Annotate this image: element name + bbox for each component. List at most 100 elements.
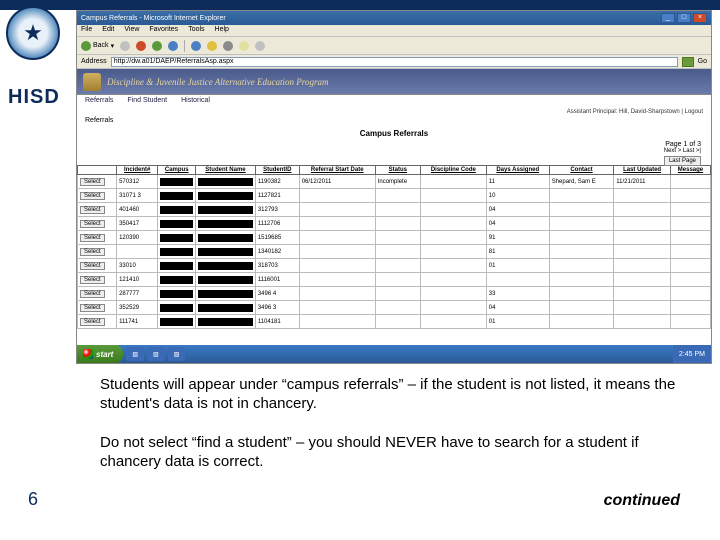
cell	[158, 301, 196, 315]
col-header[interactable]: Discipline Code	[420, 166, 486, 175]
cell	[670, 245, 710, 259]
select-button[interactable]: Select	[80, 318, 105, 326]
cell	[420, 287, 486, 301]
col-header[interactable]: Incident#	[117, 166, 158, 175]
instruction-text-1: Students will appear under “campus refer…	[100, 376, 690, 414]
cell	[549, 231, 614, 245]
mail-button[interactable]	[239, 41, 249, 51]
select-button[interactable]: Select	[80, 178, 105, 186]
select-button[interactable]: Select	[80, 290, 105, 298]
cell	[420, 217, 486, 231]
select-button[interactable]: Select	[80, 206, 105, 214]
select-button[interactable]: Select	[80, 304, 105, 312]
menu-view[interactable]: View	[124, 26, 139, 35]
menu-edit[interactable]: Edit	[102, 26, 114, 35]
cell	[670, 203, 710, 217]
cell	[670, 217, 710, 231]
cell: 1340182	[255, 245, 299, 259]
cell	[299, 203, 375, 217]
cell	[614, 301, 671, 315]
banner-title: Discipline & Juvenile Justice Alternativ…	[107, 77, 328, 87]
browser-screenshot: Campus Referrals - Microsoft Internet Ex…	[76, 10, 712, 364]
cell: 111741	[117, 315, 158, 329]
print-button[interactable]	[255, 41, 265, 51]
select-button[interactable]: Select	[80, 276, 105, 284]
page-title: Campus Referrals	[77, 127, 711, 139]
cell	[299, 189, 375, 203]
menu-file[interactable]: File	[81, 26, 92, 35]
cell	[158, 189, 196, 203]
col-header[interactable]: Days Assigned	[486, 166, 549, 175]
select-button[interactable]: Select	[80, 248, 105, 256]
cell	[375, 259, 420, 273]
cell	[420, 245, 486, 259]
redacted	[198, 248, 253, 256]
refresh-button[interactable]	[152, 41, 162, 51]
redacted	[160, 290, 193, 298]
cell	[158, 245, 196, 259]
cell	[196, 301, 256, 315]
last-page-button[interactable]: Last Page	[664, 156, 701, 166]
task-item[interactable]: ▧	[126, 347, 144, 361]
menu-tools[interactable]: Tools	[188, 26, 204, 35]
redacted	[198, 318, 253, 326]
stop-icon	[136, 41, 146, 51]
task-item[interactable]: ▧	[168, 347, 186, 361]
col-header[interactable]: Student Name	[196, 166, 256, 175]
table-row: Select1214101116001	[78, 273, 711, 287]
nav-find-student[interactable]: Find Student	[127, 97, 167, 105]
pager-next[interactable]: Next > Last >|	[87, 148, 701, 154]
system-tray[interactable]: 2:45 PM	[673, 345, 711, 363]
redacted	[198, 220, 253, 228]
close-button[interactable]: ×	[693, 13, 707, 23]
stop-button[interactable]	[136, 41, 146, 51]
cell	[670, 231, 710, 245]
cell: 3496 3	[255, 301, 299, 315]
cell	[299, 259, 375, 273]
cell: 1104181	[255, 315, 299, 329]
col-header[interactable]: Message	[670, 166, 710, 175]
nav-referrals[interactable]: Referrals	[85, 97, 113, 105]
menu-favorites[interactable]: Favorites	[149, 26, 178, 35]
select-button[interactable]: Select	[80, 192, 105, 200]
col-header[interactable]: Referral Start Date	[299, 166, 375, 175]
col-header[interactable]: Status	[375, 166, 420, 175]
cell	[549, 259, 614, 273]
cell	[196, 245, 256, 259]
col-header[interactable]: Contact	[549, 166, 614, 175]
url-input[interactable]	[111, 57, 678, 67]
start-button[interactable]: start	[77, 345, 123, 363]
task-item[interactable]: ▧	[147, 347, 165, 361]
cell: 01	[486, 259, 549, 273]
referrals-label: Referrals	[77, 117, 711, 127]
address-label: Address	[81, 58, 107, 65]
cell: 3496 4	[255, 287, 299, 301]
select-button[interactable]: Select	[80, 262, 105, 270]
cell	[196, 259, 256, 273]
col-header[interactable]: Campus	[158, 166, 196, 175]
go-label: Go	[698, 58, 707, 65]
cell	[196, 189, 256, 203]
cell	[614, 287, 671, 301]
cell	[549, 273, 614, 287]
forward-button[interactable]	[120, 41, 130, 51]
refresh-icon	[152, 41, 162, 51]
maximize-button[interactable]: □	[677, 13, 691, 23]
history-button[interactable]	[223, 41, 233, 51]
select-button[interactable]: Select	[80, 220, 105, 228]
col-header[interactable]: StudentID	[255, 166, 299, 175]
search-button[interactable]	[191, 41, 201, 51]
home-button[interactable]	[168, 41, 178, 51]
select-button[interactable]: Select	[80, 234, 105, 242]
ie-toolbar: Back ▾	[77, 37, 711, 55]
menu-help[interactable]: Help	[215, 26, 229, 35]
favorites-button[interactable]	[207, 41, 217, 51]
minimize-button[interactable]: _	[661, 13, 675, 23]
nav-historical[interactable]: Historical	[181, 97, 210, 105]
go-button[interactable]	[682, 57, 694, 67]
col-header[interactable]: Last Updated	[614, 166, 671, 175]
cell	[420, 203, 486, 217]
back-button[interactable]: Back ▾	[81, 41, 114, 51]
cell: 120390	[117, 231, 158, 245]
cell	[375, 245, 420, 259]
